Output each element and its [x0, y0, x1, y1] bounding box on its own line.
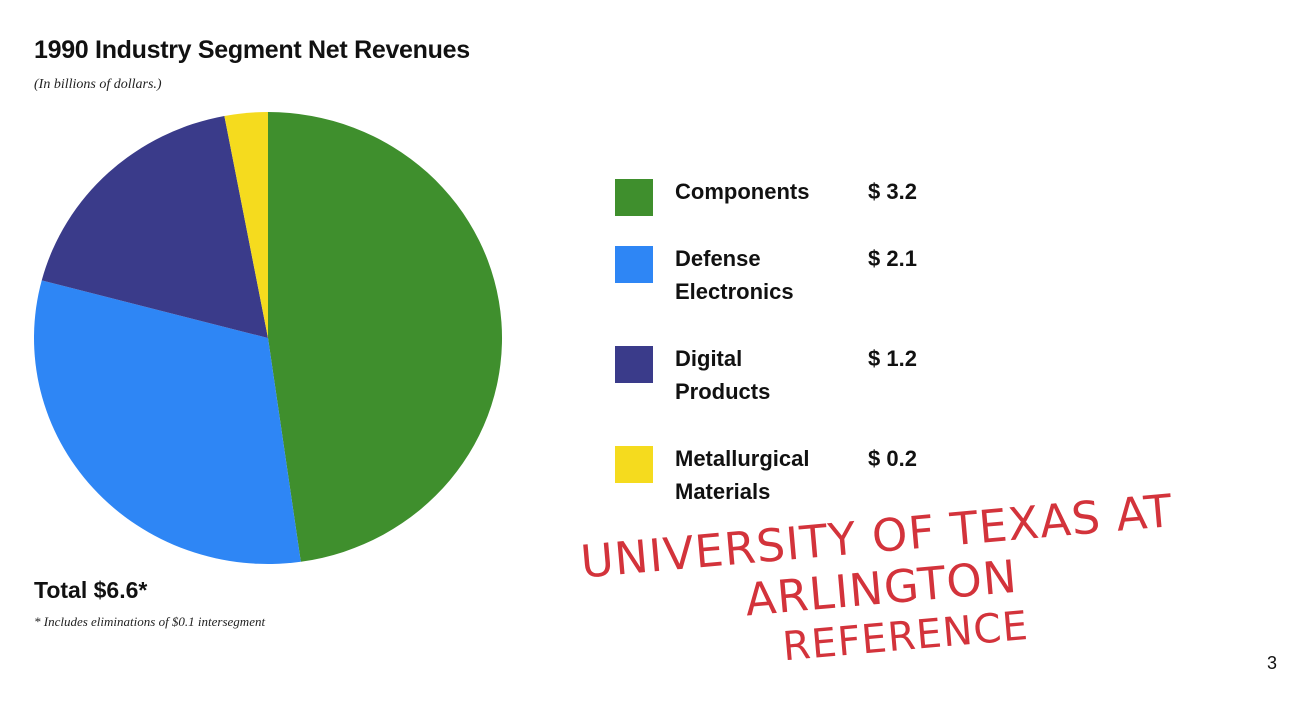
- library-stamp: UNIVERSITY OF TEXAS AT ARLINGTON REFEREN…: [536, 481, 1226, 680]
- legend-swatch-components: [615, 179, 653, 216]
- footnote: * Includes eliminations of $0.1 interseg…: [34, 614, 266, 629]
- pie-slice-defense-electronics: [34, 280, 301, 565]
- chart-title: 1990 Industry Segment Net Revenues: [34, 36, 470, 64]
- legend-value-defense-electronics: $ 2.1: [868, 246, 917, 271]
- legend-label-line: Defense: [675, 246, 761, 271]
- legend-label-line: Materials: [675, 479, 771, 504]
- legend-label-line: Digital: [675, 346, 743, 371]
- pie-slice-components: [268, 112, 503, 562]
- legend-label-digital-products: Digital Products: [675, 342, 865, 408]
- chart-subtitle: (In billions of dollars.): [34, 77, 162, 92]
- pie-chart: [34, 112, 503, 565]
- total-label: Total $6.6*: [34, 577, 148, 603]
- page-number: 3: [1267, 653, 1278, 673]
- legend-value-components: $ 3.2: [868, 179, 917, 204]
- pie-slice-digital-products: [41, 115, 268, 339]
- pie-slice-metallurgical-materials: [224, 112, 268, 338]
- legend-value-digital-products: $ 1.2: [868, 346, 917, 371]
- legend-label-line: Electronics: [675, 279, 794, 304]
- legend-label-components: Components: [675, 175, 865, 208]
- legend-label-line: Metallurgical: [675, 446, 810, 471]
- legend-label-metallurgical-materials: Metallurgical Materials: [675, 442, 865, 508]
- legend-swatch-digital-products: [615, 346, 653, 383]
- legend-label-line: Products: [675, 379, 771, 404]
- legend-swatch-defense-electronics: [615, 246, 653, 283]
- legend-label-line: Components: [675, 179, 810, 204]
- legend-value-metallurgical-materials: $ 0.2: [868, 446, 917, 471]
- legend-swatch-metallurgical-materials: [615, 446, 653, 483]
- legend-label-defense-electronics: Defense Electronics: [675, 242, 865, 308]
